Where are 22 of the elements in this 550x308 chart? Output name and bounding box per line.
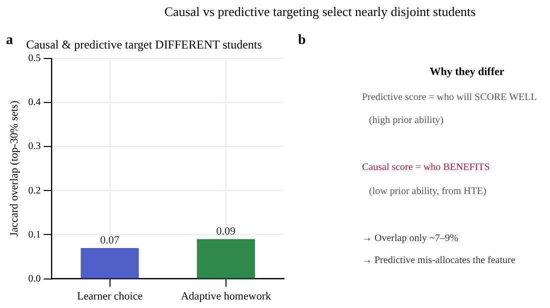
y-tick-label: 0.3 <box>28 141 41 152</box>
text: Causal vs predictive targeting select nearly disjoint students <box>163 4 477 20</box>
x-tick-label: Learner choice <box>76 290 143 302</box>
y-tick-label: 0.4 <box>28 97 41 108</box>
y-tick-label: 0.5 <box>28 53 41 64</box>
text: → Predictive mis-allocates the feature <box>362 255 516 266</box>
x-tick-label: Adaptive homework <box>180 290 272 302</box>
y-tick-label: 0.1 <box>28 229 41 240</box>
text: (high prior ability) <box>369 115 444 126</box>
text: Causal score = who BENEFITS <box>362 162 490 173</box>
text: b <box>298 33 306 49</box>
chart-title: Causal & predictive target DIFFERENT students <box>26 37 262 52</box>
y-tick-label: 0.2 <box>28 185 41 196</box>
text: (low prior ability, from HTE) <box>369 186 486 197</box>
text: a <box>6 33 13 49</box>
text: Predictive score = who will SCORE WELL <box>362 92 537 103</box>
data-label: 0.07 <box>100 234 120 246</box>
data-label: 0.09 <box>216 226 236 238</box>
text: → Overlap only ~7–9% <box>362 233 458 244</box>
y-axis-title: Jaccard overlap (top-30% sets) <box>8 100 20 237</box>
text: Why they differ <box>428 66 506 78</box>
y-tick-label: 0.0 <box>28 273 41 284</box>
